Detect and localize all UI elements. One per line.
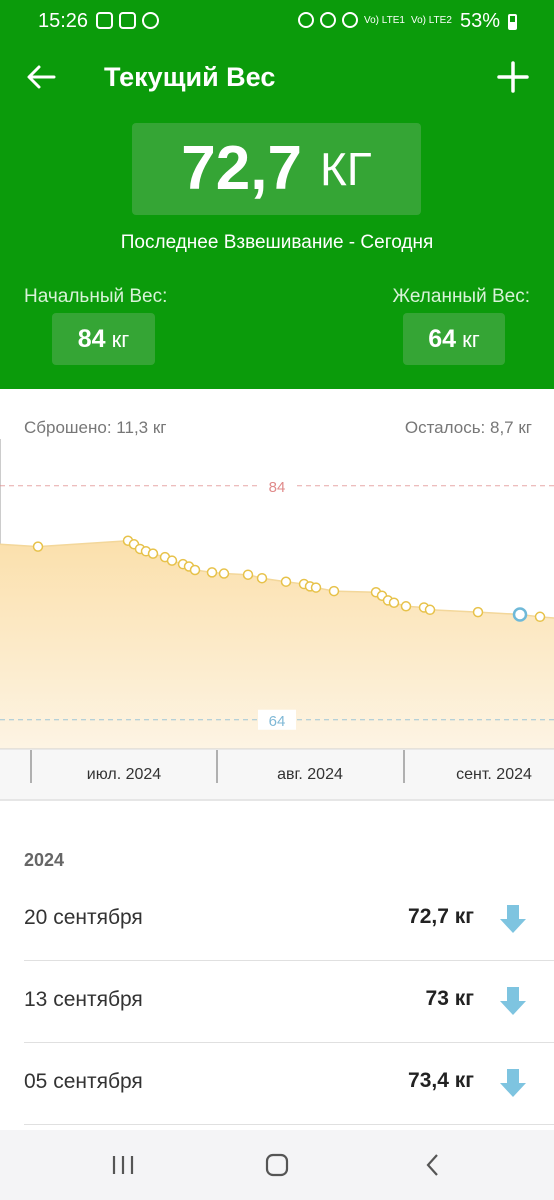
reference-label-bg xyxy=(258,709,296,730)
row-divider xyxy=(24,1124,554,1125)
down-arrow-icon xyxy=(500,987,526,1015)
start-weight-value: 84 xyxy=(77,325,106,353)
list-item[interactable]: 20 сентября 72,7 кг xyxy=(0,879,554,961)
start-weight-unit: кг xyxy=(111,327,130,352)
weight-header: Текущий Вес 72,7 КГ Последнее Взвешивание… xyxy=(0,40,554,389)
signal-lte1-icon: Vo) LTE1 xyxy=(364,14,405,26)
entry-weight: 72,7 кг xyxy=(408,905,474,928)
data-point[interactable] xyxy=(189,564,201,576)
mute-icon xyxy=(320,12,336,28)
reference-label-bg xyxy=(258,475,296,496)
x-tick-label: сент. 2024 xyxy=(456,766,532,783)
data-point[interactable] xyxy=(534,611,546,623)
start-weight-label: Начальный Вес: xyxy=(24,286,168,307)
data-point[interactable] xyxy=(256,572,268,584)
goal-weight-value: 64 xyxy=(428,325,457,353)
data-point[interactable] xyxy=(310,582,322,593)
entry-weight: 73 кг xyxy=(425,987,474,1010)
system-nav-bar xyxy=(0,1130,554,1200)
x-axis-band xyxy=(0,750,554,799)
add-icon[interactable] xyxy=(494,58,532,96)
start-weight-box[interactable]: 84 кг xyxy=(52,313,155,365)
entry-date: 13 сентября xyxy=(24,988,143,1011)
current-weight-unit: КГ xyxy=(319,143,372,195)
current-weight-value: 72,7 xyxy=(181,134,302,203)
row-divider xyxy=(24,960,554,961)
data-point[interactable] xyxy=(328,585,340,597)
data-point[interactable] xyxy=(388,597,400,609)
status-bar: 15:26 Vo) LTE1 Vo) LTE2 53% xyxy=(0,0,554,40)
goal-weight-unit: кг xyxy=(462,327,480,352)
battery-percent: 53% xyxy=(460,10,501,32)
data-point[interactable] xyxy=(280,576,292,587)
wifi-icon xyxy=(342,12,358,28)
system-icons: Vo) LTE1 Vo) LTE2 xyxy=(298,12,452,28)
remaining-weight-text: Осталось: 8,7 кг xyxy=(404,418,532,437)
photo-icon xyxy=(96,12,113,29)
data-point[interactable] xyxy=(400,601,412,612)
weight-area xyxy=(0,540,554,749)
telegram-icon xyxy=(142,12,159,29)
current-weight-box: 72,7 КГ xyxy=(132,123,421,215)
down-arrow-icon xyxy=(500,1069,526,1097)
back-arrow-icon[interactable] xyxy=(24,60,58,94)
weight-chart[interactable]: 84 64 июл. 2024 авг. 2024 сент. 2024 xyxy=(0,439,554,799)
year-header: 2024 xyxy=(24,850,65,870)
entry-date: 20 сентября xyxy=(24,906,143,929)
list-item[interactable]: 13 сентября 73 кг xyxy=(0,961,554,1043)
x-tick-label: авг. 2024 xyxy=(277,766,343,783)
list-item[interactable]: 05 сентября 73,4 кг xyxy=(0,1043,554,1125)
data-point[interactable] xyxy=(206,567,218,578)
goal-weight-label: Желанный Вес: xyxy=(392,286,530,307)
notification-icons xyxy=(96,12,159,29)
weight-history-list: 2024 20 сентября 72,7 кг 13 сентября 73 … xyxy=(0,801,554,1130)
reference-label: 84 xyxy=(269,479,286,496)
lost-weight-text: Сброшено: 11,3 кг xyxy=(24,418,167,437)
data-point[interactable] xyxy=(512,607,528,622)
entry-weight: 73,4 кг xyxy=(408,1069,474,1092)
recent-apps-icon[interactable] xyxy=(110,1152,136,1178)
back-icon[interactable] xyxy=(420,1152,446,1178)
data-point[interactable] xyxy=(242,569,254,580)
row-divider xyxy=(24,1042,554,1043)
data-point[interactable] xyxy=(147,548,159,559)
alarm-icon xyxy=(298,12,314,28)
down-arrow-icon xyxy=(500,905,526,933)
goal-weight-box[interactable]: 64 кг xyxy=(403,313,505,365)
x-tick-label: июл. 2024 xyxy=(87,766,162,783)
weight-chart-card: Сброшено: 11,3 кг Осталось: 8,7 кг 84 64 … xyxy=(0,389,554,801)
signal-lte2-icon: Vo) LTE2 xyxy=(410,14,452,26)
data-point[interactable] xyxy=(32,541,44,552)
last-weigh-text: Последнее Взвешивание - Сегодня xyxy=(120,232,434,253)
entry-date: 05 сентября xyxy=(24,1070,143,1093)
battery-icon xyxy=(508,14,517,30)
home-icon[interactable] xyxy=(264,1152,290,1178)
data-point[interactable] xyxy=(218,568,230,579)
reference-label: 64 xyxy=(269,713,286,730)
page-title: Текущий Вес xyxy=(104,62,276,92)
status-time: 15:26 xyxy=(38,10,89,32)
app-icon xyxy=(119,12,136,29)
data-point[interactable] xyxy=(166,555,178,566)
data-point[interactable] xyxy=(424,604,436,616)
data-point[interactable] xyxy=(472,606,484,618)
